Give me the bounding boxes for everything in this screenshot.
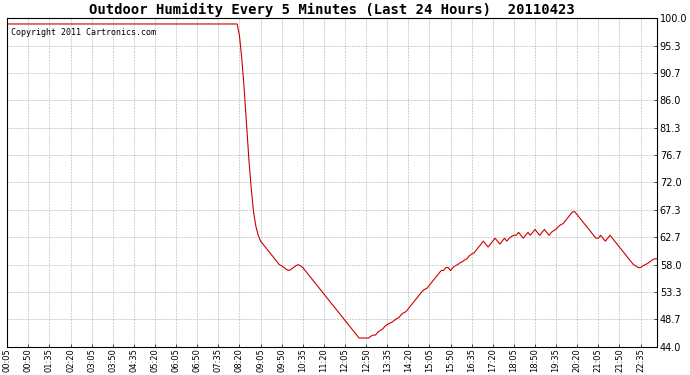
Text: Copyright 2011 Cartronics.com: Copyright 2011 Cartronics.com	[10, 28, 155, 37]
Title: Outdoor Humidity Every 5 Minutes (Last 24 Hours)  20110423: Outdoor Humidity Every 5 Minutes (Last 2…	[89, 3, 575, 17]
